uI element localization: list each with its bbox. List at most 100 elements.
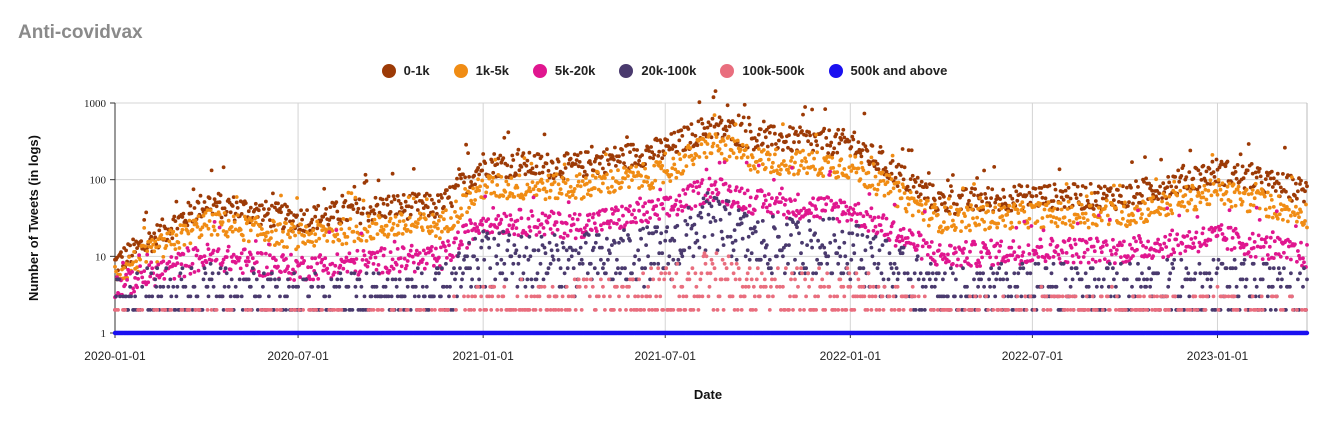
data-point (1101, 191, 1106, 196)
data-point (745, 188, 750, 193)
data-point (1135, 247, 1139, 252)
data-point (617, 240, 621, 245)
data-point (623, 266, 627, 271)
data-point (640, 219, 644, 224)
data-point (888, 230, 893, 235)
data-point (492, 152, 497, 156)
data-point (293, 308, 297, 312)
data-point (802, 206, 806, 211)
data-point (697, 155, 702, 159)
data-point (472, 202, 476, 207)
data-point (682, 125, 687, 130)
data-point (997, 249, 1002, 254)
data-point (669, 173, 674, 177)
data-point (868, 214, 873, 219)
data-point (322, 263, 327, 268)
data-point (530, 214, 535, 218)
data-point (354, 257, 359, 261)
data-point (620, 204, 624, 209)
data-point (338, 217, 343, 222)
data-point (1214, 157, 1219, 162)
data-point (571, 266, 576, 271)
data-point (295, 260, 299, 264)
data-point (730, 136, 735, 141)
data-point (1271, 176, 1276, 181)
data-point (747, 203, 752, 208)
data-point (1240, 199, 1245, 204)
data-point (852, 166, 857, 171)
data-point (432, 201, 436, 206)
data-point (1244, 242, 1249, 247)
data-point (954, 250, 958, 255)
data-point (426, 213, 431, 218)
data-point (321, 224, 326, 229)
legend-item[interactable]: 500k and above (828, 63, 947, 78)
data-point (1274, 209, 1279, 214)
data-point (511, 158, 516, 162)
data-point (179, 230, 184, 235)
data-point (908, 177, 913, 182)
data-point (617, 154, 621, 159)
data-point (1286, 219, 1290, 224)
data-point (188, 294, 193, 299)
data-point (503, 190, 508, 194)
data-point (776, 210, 780, 215)
data-point (799, 251, 803, 256)
data-point (873, 234, 878, 239)
data-point (477, 277, 481, 282)
data-point (289, 252, 293, 257)
y-tick-label: 1 (101, 328, 107, 340)
data-point (697, 245, 702, 250)
data-point (593, 240, 598, 245)
data-point (1077, 215, 1082, 220)
data-point (721, 243, 726, 248)
data-point (492, 190, 497, 195)
data-point (1151, 254, 1155, 259)
data-point (904, 209, 909, 214)
data-point (1208, 182, 1213, 186)
data-point (632, 147, 636, 152)
data-point (726, 134, 731, 139)
legend-item[interactable]: 0-1k (381, 63, 430, 78)
data-point (591, 245, 596, 250)
data-point (627, 185, 631, 190)
data-point (723, 124, 728, 129)
data-point (1010, 196, 1015, 201)
data-point (997, 266, 1002, 271)
data-point (999, 239, 1004, 244)
data-point (694, 231, 699, 236)
legend-item[interactable]: 100k-500k (720, 63, 805, 78)
data-point (858, 177, 863, 182)
data-point (1156, 237, 1160, 242)
data-point (1074, 196, 1079, 201)
data-point (723, 207, 728, 212)
data-point (988, 203, 992, 208)
data-point (804, 266, 808, 271)
legend-item[interactable]: 1k-5k (453, 63, 509, 78)
data-point (631, 170, 635, 175)
data-point (686, 205, 691, 210)
data-point (1114, 251, 1118, 256)
data-point (734, 185, 739, 190)
data-point (306, 265, 310, 270)
data-point (351, 207, 356, 212)
data-point (928, 261, 933, 266)
data-point (1085, 218, 1090, 223)
data-point (472, 254, 476, 259)
data-point (491, 170, 496, 175)
legend-item[interactable]: 5k-20k (532, 63, 595, 78)
data-point (652, 163, 657, 168)
data-point (282, 245, 286, 249)
data-point (767, 203, 772, 208)
data-point (954, 277, 958, 282)
data-point (941, 228, 945, 233)
data-point (610, 243, 614, 248)
data-point (180, 266, 185, 271)
data-point (1104, 198, 1109, 203)
data-point (206, 247, 211, 252)
data-point (842, 167, 847, 171)
data-point (1248, 202, 1253, 207)
data-point (330, 229, 335, 233)
legend-item[interactable]: 20k-100k (619, 63, 696, 78)
data-point (1041, 228, 1046, 233)
